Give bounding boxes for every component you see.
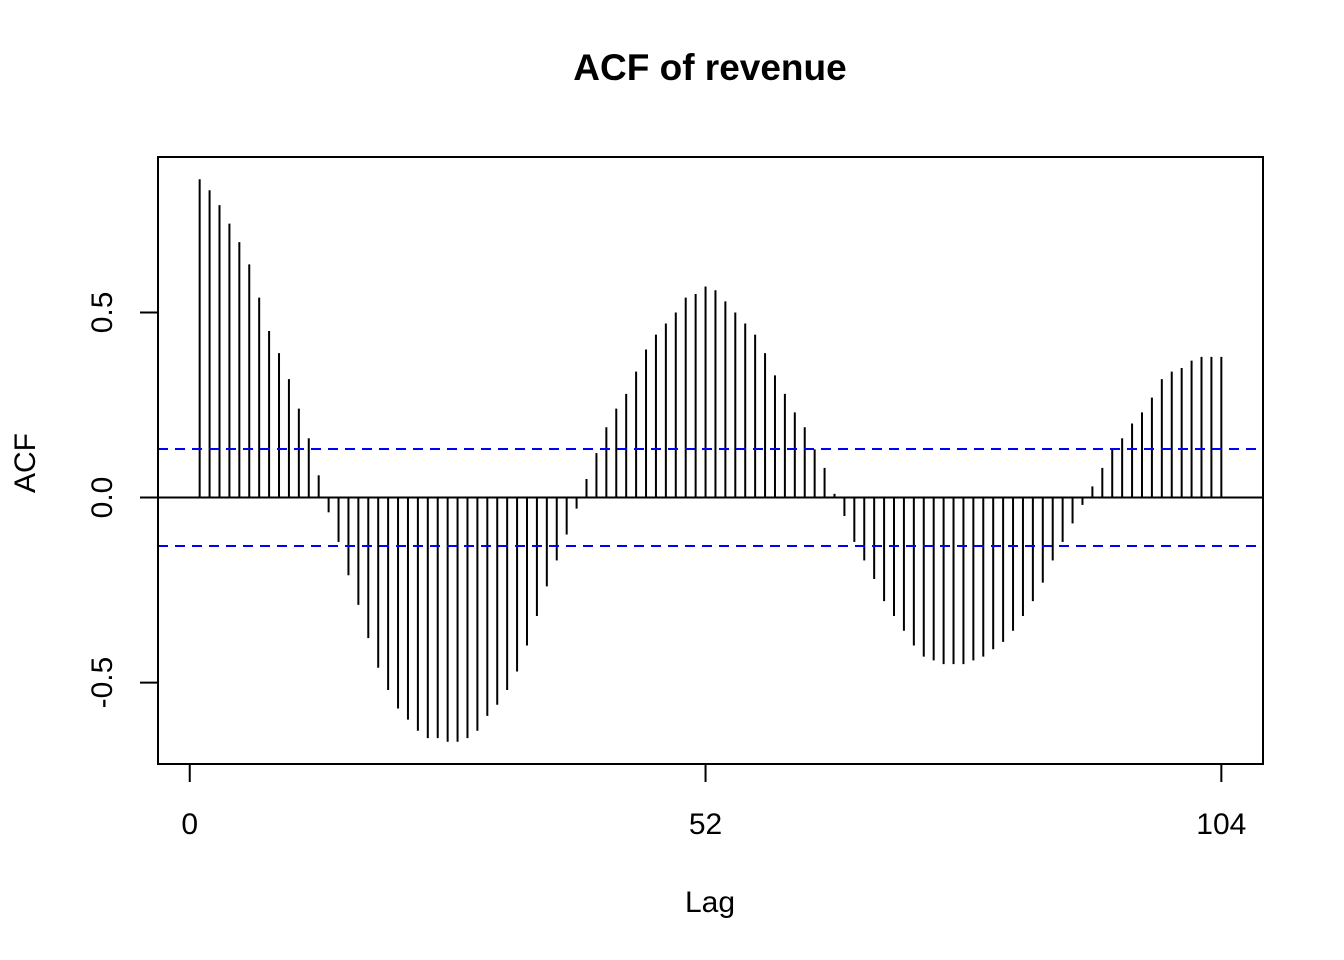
plot-frame: [157, 156, 1264, 765]
y-tick-label-0.5: 0.5: [86, 292, 119, 334]
x-tick-label-0: 0: [181, 808, 198, 841]
x-tick-label-52: 52: [689, 808, 722, 841]
y-tick-label-0.0: 0.0: [86, 477, 119, 519]
x-axis: 0 52 104: [181, 763, 1246, 841]
x-axis-label: Lag: [685, 886, 735, 919]
x-tick-label-104: 104: [1196, 808, 1246, 841]
acf-bars: [198, 179, 1223, 742]
y-tick-label--0.5: -0.5: [86, 657, 119, 709]
y-axis: -0.5 0.0 0.5: [86, 292, 159, 709]
chart-title: ACF of revenue: [573, 47, 846, 88]
y-axis-label: ACF: [9, 433, 42, 493]
